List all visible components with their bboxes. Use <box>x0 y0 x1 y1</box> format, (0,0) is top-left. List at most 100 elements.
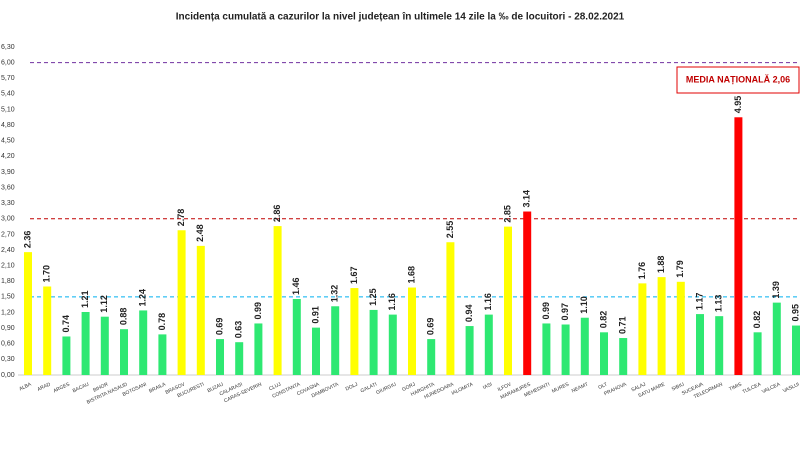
chart-title: Incidența cumulată a cazurilor la nivel … <box>176 12 625 23</box>
bar <box>369 309 378 375</box>
bar <box>600 332 608 375</box>
bar <box>254 323 263 375</box>
bar <box>235 342 244 375</box>
bar <box>196 245 205 375</box>
bar <box>331 306 340 375</box>
bar <box>408 287 416 375</box>
y-tick-label: 2,10 <box>1 263 15 270</box>
data-label: 3.14 <box>522 190 532 208</box>
y-tick-label: 3,30 <box>1 200 15 207</box>
y-tick-label: 3,90 <box>1 169 15 176</box>
bar <box>580 317 589 375</box>
data-label: 0.95 <box>790 304 800 322</box>
bar <box>350 288 359 375</box>
data-label: 0.71 <box>618 317 628 335</box>
data-label: 1.24 <box>138 289 148 307</box>
bar <box>446 242 455 375</box>
bar <box>523 211 532 375</box>
data-label: 0.97 <box>560 303 570 321</box>
data-label: 2.48 <box>195 224 205 242</box>
bar <box>715 316 724 375</box>
x-tick-label: SIBIU <box>671 381 686 392</box>
x-tick-label: DOLJ <box>345 381 360 392</box>
bar <box>177 230 186 375</box>
y-tick-label: 0,60 <box>1 341 15 348</box>
bar <box>638 283 647 375</box>
data-label: 1.76 <box>637 262 647 280</box>
data-label: 0.94 <box>464 305 474 323</box>
y-tick-label: 0,30 <box>1 356 15 363</box>
y-tick-label: 0,90 <box>1 325 15 332</box>
y-tick-label: 5,10 <box>1 106 15 113</box>
bar <box>120 329 128 375</box>
data-label: 1.16 <box>387 293 397 311</box>
bar <box>24 252 32 375</box>
bar <box>484 314 493 375</box>
data-label: 1.25 <box>368 288 378 306</box>
bar <box>273 226 282 375</box>
y-tick-label: 5,40 <box>1 91 15 98</box>
bar <box>542 323 551 375</box>
y-tick-label: 1,50 <box>1 294 15 301</box>
data-label: 4.95 <box>733 96 743 114</box>
data-label: 1.68 <box>406 266 416 284</box>
data-label: 0.88 <box>118 308 128 326</box>
y-tick-label: 5,70 <box>1 75 15 82</box>
data-label: 1.13 <box>714 295 724 313</box>
bar <box>465 326 474 375</box>
data-label: 0.74 <box>61 315 71 333</box>
data-label: 1.39 <box>771 281 781 299</box>
x-tick-label: ARAD <box>36 381 51 392</box>
data-label: 1.88 <box>656 256 666 274</box>
bar <box>81 312 90 375</box>
bar <box>100 316 109 375</box>
data-label: 1.46 <box>291 277 301 295</box>
y-tick-label: 0,00 <box>1 372 15 379</box>
x-tick-label: TIMIS <box>728 381 743 392</box>
y-tick-label: 2,40 <box>1 247 15 254</box>
y-tick-label: 4,20 <box>1 153 15 160</box>
y-tick-label: 6,00 <box>1 59 15 66</box>
y-tick-label: 3,00 <box>1 216 15 223</box>
bar <box>216 339 224 375</box>
data-label: 1.10 <box>579 296 589 314</box>
data-label: 1.21 <box>80 290 90 308</box>
annotation: MEDIA NAȚIONALĂ 2,06 <box>686 74 790 84</box>
bar <box>657 277 666 375</box>
bar <box>312 327 320 375</box>
data-label: 2.36 <box>22 231 32 249</box>
bar <box>158 334 167 375</box>
data-label: 1.32 <box>330 285 340 303</box>
data-label: 1.67 <box>349 267 359 285</box>
x-tick-label: ALBA <box>18 381 33 392</box>
data-label: 1.17 <box>694 293 704 311</box>
data-label: 0.82 <box>598 311 608 329</box>
data-label: 0.99 <box>541 302 551 320</box>
data-label: 2.55 <box>445 221 455 239</box>
data-label: 1.79 <box>675 260 685 278</box>
data-label: 0.82 <box>752 311 762 329</box>
y-tick-label: 2,70 <box>1 231 15 238</box>
bar <box>427 339 436 375</box>
bar <box>504 226 512 375</box>
data-label: 0.78 <box>157 313 167 331</box>
bar <box>734 117 743 376</box>
y-tick-label: 4,50 <box>1 138 15 145</box>
data-label: 0.69 <box>426 318 436 336</box>
bar <box>43 286 52 375</box>
x-tick-label: IASI <box>482 382 493 391</box>
bar <box>388 314 397 375</box>
x-tick-label: ILFOV <box>497 381 513 393</box>
bar <box>619 338 628 375</box>
x-tick-label: GORJ <box>401 381 417 393</box>
y-tick-label: 1,80 <box>1 278 15 285</box>
data-label: 2.85 <box>502 205 512 223</box>
y-tick-label: 3,60 <box>1 184 15 191</box>
data-label: 0.69 <box>214 318 224 336</box>
bar <box>62 336 71 375</box>
y-tick-label: 1,20 <box>1 309 15 316</box>
x-tick-label: CLUJ <box>268 381 282 392</box>
bar <box>139 310 148 375</box>
data-label: 0.63 <box>234 321 244 339</box>
